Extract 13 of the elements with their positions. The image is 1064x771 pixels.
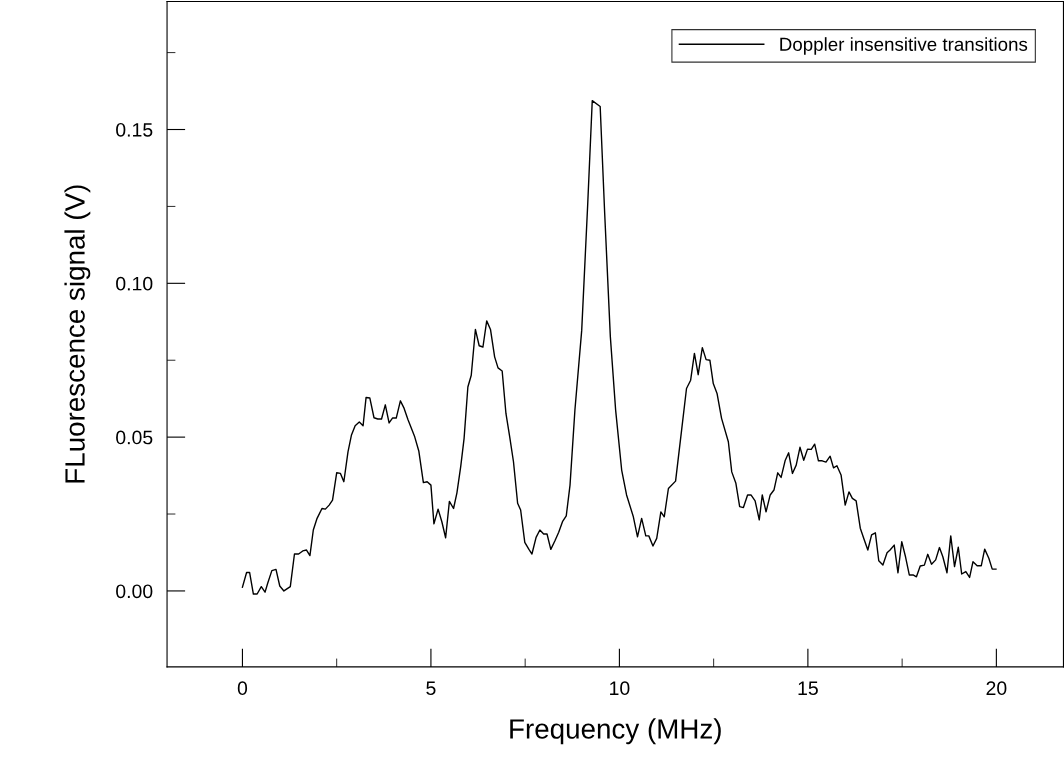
y-tick-label: 0.05 (116, 430, 153, 445)
legend-label: Doppler insensitive transitions (780, 37, 1028, 55)
y-tick-label: 0.00 (116, 584, 153, 599)
line-series (241, 99, 997, 595)
x-axis-title: Frequency (MHz) (510, 718, 721, 745)
x-tick-label: 15 (798, 681, 818, 696)
x-tick-label: 5 (426, 681, 436, 696)
x-tick-label: 0 (237, 681, 248, 696)
x-tick-label: 20 (986, 681, 1007, 696)
y-axis-title: FLuorescence signal (V) (64, 185, 91, 483)
x-tick-label: 10 (610, 681, 630, 696)
y-tick-label: 0.15 (116, 122, 153, 137)
y-tick-label: 0.10 (116, 276, 153, 291)
